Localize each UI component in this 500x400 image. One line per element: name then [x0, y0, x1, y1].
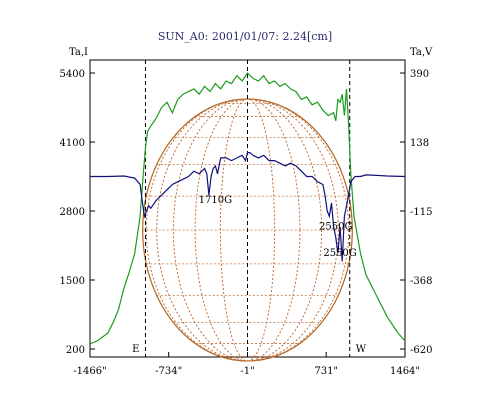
left-axis-tick-label: 1500	[60, 276, 85, 287]
annotation-label: 2550G	[323, 248, 356, 259]
series-line-polarization	[90, 152, 406, 262]
right-axis-tick-label: 390	[410, 69, 429, 80]
right-axis-tick-label: -368	[410, 276, 432, 287]
right-axis-tick-label: -620	[410, 345, 432, 356]
chart-title: SUN_A0: 2001/01/07: 2.24[cm]	[158, 30, 332, 43]
left-axis-label: Ta,I	[69, 47, 88, 58]
left-axis-tick-label: 4100	[60, 138, 85, 149]
series-line-intensity	[89, 72, 406, 345]
limb-marker-label: W	[356, 344, 367, 355]
plot-area: E W 5400 4100 2800 1500 200 390 138 -115 -368 -620 -…	[60, 59, 432, 377]
limb-marker-label: E	[132, 344, 139, 355]
x-axis-tick-label: -734"	[155, 366, 182, 377]
x-axis-tick-label: 731"	[314, 366, 338, 377]
disk-longitude-line	[156, 98, 339, 362]
annotation-label: 2550G	[319, 222, 352, 233]
disk-longitude-line	[194, 98, 301, 362]
right-axis-label: Ta,V	[410, 47, 433, 58]
left-axis-tick-label: 5400	[60, 69, 85, 80]
right-axis-tick-label: -115	[410, 207, 432, 218]
right-axis-tick-label: 138	[410, 138, 429, 149]
x-axis-tick-label: 1464"	[390, 366, 420, 377]
annotation-label: 1710G	[199, 195, 232, 206]
x-axis-tick-label: -1"	[240, 366, 254, 377]
left-axis-tick-label: 2800	[60, 207, 85, 218]
x-axis-tick-label: -1466"	[73, 366, 106, 377]
left-axis-tick-label: 200	[66, 345, 85, 356]
